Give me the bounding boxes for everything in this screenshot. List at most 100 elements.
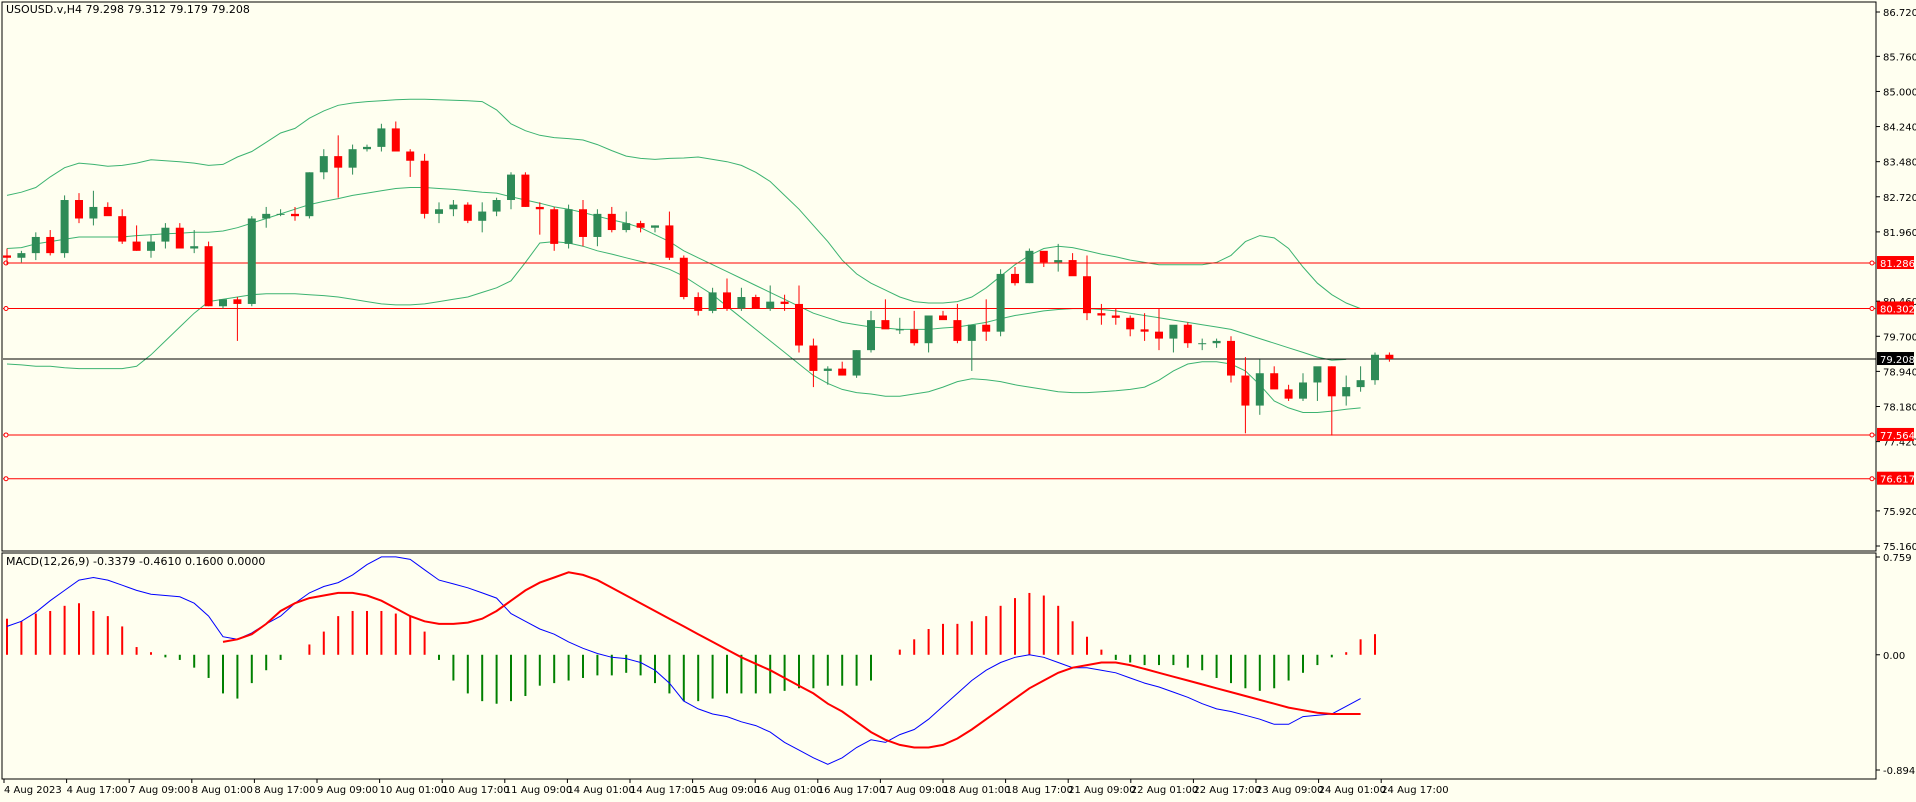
candle <box>449 200 458 217</box>
time-axis: 4 Aug 2023 4 Aug 17:00 7 Aug 09:00 8 Aug 01… <box>3 779 1449 796</box>
candle <box>867 310 875 353</box>
candle-body <box>723 292 731 309</box>
candle-body <box>924 315 933 344</box>
candle-body <box>1126 317 1135 330</box>
price-tick-label: 84.240 <box>1883 123 1916 134</box>
candle <box>420 153 429 219</box>
price-label-text: 77.564 <box>1880 431 1915 442</box>
line-anchor-right <box>1869 432 1875 438</box>
candle-body <box>17 253 26 258</box>
candle <box>1385 352 1394 362</box>
time-tick-label: 4 Aug 2023 <box>4 785 62 796</box>
candle <box>391 121 400 152</box>
candle <box>607 206 616 233</box>
candle <box>1140 313 1149 341</box>
candle-body <box>881 320 890 330</box>
candle-body <box>636 223 645 228</box>
candle <box>1327 366 1336 436</box>
macd-info-label: MACD(12,26,9) -0.3379 -0.4610 0.1600 0.0… <box>6 555 265 568</box>
candle <box>651 225 659 233</box>
time-tick-label: 21 Aug 09:00 <box>1068 785 1135 796</box>
candle <box>1011 266 1019 286</box>
candle <box>924 315 933 353</box>
time-tick-label: 17 Aug 09:00 <box>880 785 947 796</box>
candle-body <box>89 206 98 219</box>
candle-body <box>334 156 343 168</box>
candle <box>348 144 357 175</box>
candle <box>679 255 688 300</box>
candle <box>550 206 559 251</box>
candle <box>319 149 328 180</box>
candle-body <box>838 368 847 376</box>
macd-indicator <box>6 556 1376 765</box>
candle-body <box>1327 366 1336 397</box>
horizontal-lines[interactable] <box>3 260 1876 482</box>
candle-body <box>1342 387 1351 397</box>
candle-body <box>1083 276 1091 314</box>
candle-body <box>1385 354 1394 359</box>
time-tick-label: 24 Aug 17:00 <box>1381 785 1448 796</box>
candle <box>708 287 717 314</box>
price-tick-label: 85.760 <box>1883 52 1916 63</box>
candle <box>881 299 890 330</box>
candle-body <box>1356 380 1365 388</box>
candle-body <box>1068 260 1077 277</box>
candle <box>219 299 227 309</box>
price-tick-label: 75.920 <box>1883 507 1916 518</box>
candlestick-series <box>3 121 1394 436</box>
candle <box>1068 253 1077 277</box>
candle <box>665 211 674 261</box>
candle-body <box>31 236 40 254</box>
candle-body <box>348 149 357 168</box>
candle-body <box>1097 313 1106 316</box>
time-tick-label: 14 Aug 17:00 <box>630 785 697 796</box>
candle <box>1198 338 1207 351</box>
candle <box>132 225 141 251</box>
candle <box>1241 357 1250 434</box>
price-tick-label: 75.160 <box>1883 542 1916 553</box>
candle-body <box>103 206 112 217</box>
time-tick-label: 24 Aug 01:00 <box>1319 785 1386 796</box>
candle <box>478 202 487 233</box>
time-tick-label: 4 Aug 17:00 <box>67 785 128 796</box>
candle <box>1097 303 1106 325</box>
price-label-text: 80.302 <box>1880 304 1915 315</box>
candle <box>579 200 587 247</box>
candle-body <box>1155 331 1163 339</box>
candle <box>247 216 256 307</box>
candle <box>377 123 386 152</box>
line-anchor-right <box>1869 260 1875 266</box>
candle-body <box>1140 329 1149 332</box>
candle-body <box>449 204 458 210</box>
candle-body <box>809 345 818 371</box>
candle <box>17 250 26 263</box>
candle-body <box>1270 373 1279 390</box>
candle-body <box>463 204 472 221</box>
candle <box>1342 375 1351 406</box>
candle-body <box>1198 343 1207 345</box>
candle-body <box>593 213 602 237</box>
candle <box>1155 308 1163 351</box>
price-tick-label: 81.960 <box>1883 228 1916 239</box>
candle-body <box>190 246 199 249</box>
candle <box>147 234 155 258</box>
candle <box>780 294 789 311</box>
candle-body <box>780 301 789 304</box>
candle-body <box>665 225 674 258</box>
line-anchor-right <box>1869 476 1875 482</box>
candle <box>118 209 127 244</box>
candle <box>89 190 98 226</box>
price-tick-label: 82.720 <box>1883 193 1916 204</box>
candle <box>751 294 760 309</box>
candle-body <box>435 209 443 214</box>
time-tick-label: 18 Aug 17:00 <box>1006 785 1073 796</box>
candle <box>262 206 271 228</box>
price-tick-label: 83.480 <box>1883 158 1916 169</box>
time-tick-label: 9 Aug 09:00 <box>317 785 378 796</box>
candle-body <box>3 255 11 258</box>
candle <box>1212 338 1221 348</box>
candle <box>521 172 530 207</box>
candle <box>996 269 1005 337</box>
candle <box>622 211 631 233</box>
